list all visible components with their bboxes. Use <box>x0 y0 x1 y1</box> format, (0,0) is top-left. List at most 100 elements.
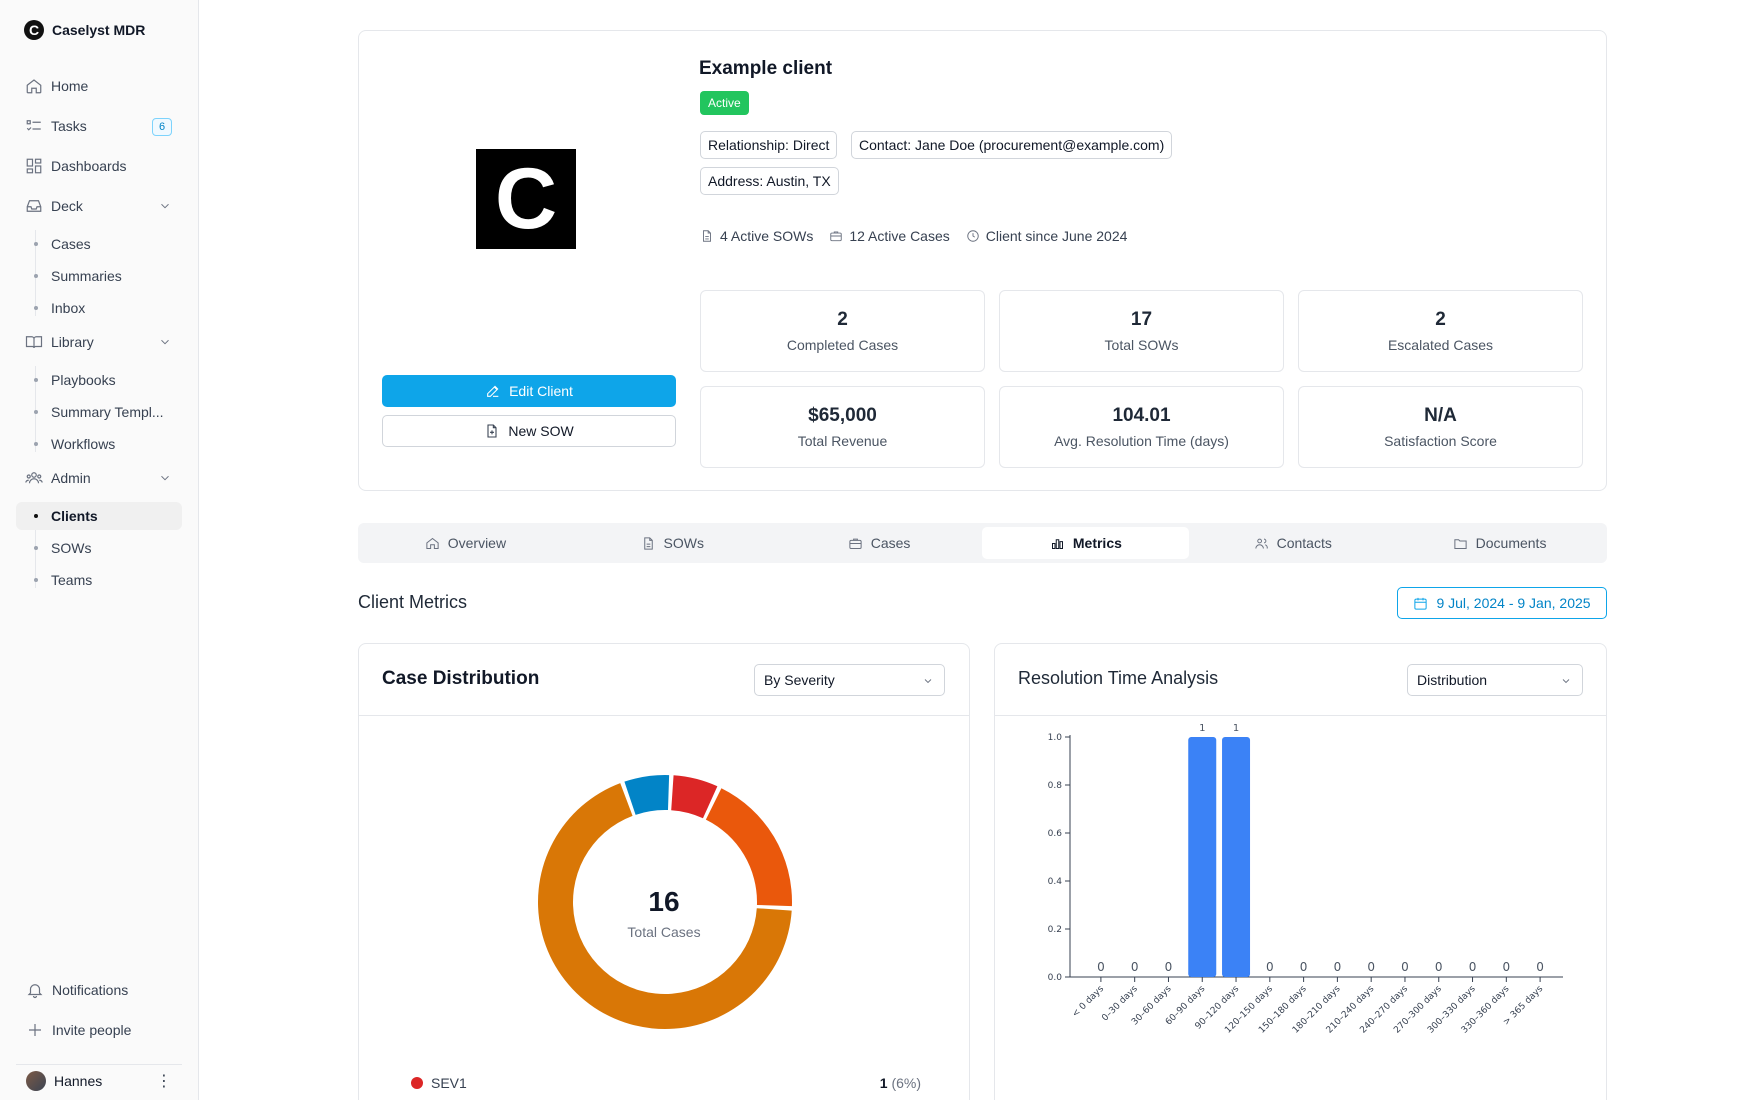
sidebar-item-library[interactable]: Library <box>16 326 182 358</box>
sidebar-item-label: Deck <box>51 198 83 214</box>
sidebar-item-cases[interactable]: Cases <box>16 230 182 258</box>
sidebar-item-label: Invite people <box>52 1022 132 1038</box>
file-icon <box>703 230 711 242</box>
distribution-by-select[interactable]: By Severity <box>754 664 945 696</box>
status-badge: Active <box>700 91 749 115</box>
sidebar-item-home[interactable]: Home <box>16 70 182 102</box>
sidebar-item-teams[interactable]: Teams <box>16 566 182 594</box>
chevron-down-icon[interactable] <box>158 335 172 349</box>
stat-label: Completed Cases <box>786 337 899 353</box>
stat-value: 2 <box>837 309 848 330</box>
sidebar-item-label: Home <box>51 78 89 94</box>
stat-label: Satisfaction Score <box>1384 433 1497 449</box>
stat-card-satisfaction: N/A Satisfaction Score <box>1298 386 1583 468</box>
stat-value: N/A <box>1424 405 1457 426</box>
home-icon <box>26 79 42 94</box>
more-vertical-icon[interactable]: ⋮ <box>156 1073 172 1090</box>
bar-value-label: 0 <box>1131 960 1139 974</box>
sidebar-item-label: Tasks <box>51 118 87 134</box>
book-icon <box>25 336 43 349</box>
file-icon <box>643 536 653 550</box>
users-icon <box>25 472 43 484</box>
client-meta: 4 Active SOWs 12 Active Cases Client sin… <box>700 228 1127 244</box>
briefcase-icon <box>849 538 862 549</box>
bar[interactable] <box>1188 737 1217 977</box>
sidebar-item-summary-templates[interactable]: Summary Templ... <box>16 398 182 426</box>
chevron-down-icon[interactable] <box>158 199 172 213</box>
tab-label: Overview <box>447 535 507 551</box>
stat-label: Total SOWs <box>1104 337 1179 353</box>
sidebar-item-label: Admin <box>51 470 91 486</box>
bar-chart-icon <box>1051 538 1063 549</box>
edit-client-button[interactable]: Edit Client <box>382 375 676 407</box>
panel-header: Case Distribution By Severity <box>359 644 969 716</box>
y-tick-label: 0.8 <box>1048 781 1063 791</box>
bar-value-label: 1 <box>1199 723 1205 734</box>
new-sow-label: New SOW <box>508 423 574 439</box>
bar-value-label: 1 <box>1233 723 1239 734</box>
donut-center-label: Total Cases <box>627 924 701 940</box>
user-menu[interactable]: Hannes ⋮ <box>16 1064 182 1096</box>
y-tick-label: 0.0 <box>1048 973 1063 983</box>
edit-icon <box>487 385 499 397</box>
sidebar-item-deck[interactable]: Deck <box>16 190 182 222</box>
bar[interactable] <box>1222 737 1251 977</box>
tab-contacts[interactable]: Contacts <box>1189 527 1396 559</box>
sidebar-item-playbooks[interactable]: Playbooks <box>16 366 182 394</box>
brand[interactable]: C Caselyst MDR <box>24 20 145 40</box>
bar-value-label: 0 <box>1367 960 1375 974</box>
tab-documents[interactable]: Documents <box>1396 527 1603 559</box>
briefcase-icon <box>830 231 843 242</box>
inbox-tray-icon <box>26 200 42 212</box>
y-tick-label: 1.0 <box>1048 733 1063 743</box>
donut-slice[interactable] <box>624 775 670 815</box>
stat-value: 17 <box>1130 309 1153 330</box>
sidebar-item-invite[interactable]: Invite people <box>16 1014 182 1046</box>
donut-slice[interactable] <box>705 788 792 907</box>
sidebar-item-summaries[interactable]: Summaries <box>16 262 182 290</box>
client-header-card <box>358 30 1607 491</box>
new-sow-button[interactable]: New SOW <box>382 415 676 447</box>
brand-name: Caselyst MDR <box>52 22 146 38</box>
sidebar-item-admin[interactable]: Admin <box>16 462 182 494</box>
donut-slice[interactable] <box>671 775 718 819</box>
y-tick-label: 0.6 <box>1048 829 1063 839</box>
y-tick-label: 0.2 <box>1048 925 1062 935</box>
date-range-picker[interactable]: 9 Jul, 2024 - 9 Jan, 2025 <box>1397 587 1607 619</box>
tab-sows[interactable]: SOWs <box>569 527 776 559</box>
clock-icon <box>967 230 979 242</box>
brand-logo-icon: C <box>24 20 44 40</box>
sidebar-item-sows[interactable]: SOWs <box>16 534 182 562</box>
avatar <box>26 1070 46 1091</box>
stat-card-avg-resolution: 104.01 Avg. Resolution Time (days) <box>999 386 1284 468</box>
sidebar-item-notifications[interactable]: Notifications <box>16 974 182 1006</box>
sidebar: C Caselyst MDR Home Tasks 6 Dashboards D… <box>0 0 199 1100</box>
tab-cases[interactable]: Cases <box>776 527 983 559</box>
chevron-down-icon[interactable] <box>158 471 172 485</box>
stat-label: Avg. Resolution Time (days) <box>1054 433 1229 449</box>
stat-card-total-revenue: $65,000 Total Revenue <box>700 386 985 468</box>
bar-value-label: 0 <box>1266 960 1274 974</box>
sidebar-item-tasks[interactable]: Tasks 6 <box>16 110 182 142</box>
tab-overview[interactable]: Overview <box>362 527 569 559</box>
client-since-text: Client since June 2024 <box>985 228 1128 244</box>
client-since-meta: Client since June 2024 <box>966 228 1128 244</box>
legend-count: 1 <box>879 1075 888 1091</box>
tab-metrics[interactable]: Metrics <box>982 527 1190 559</box>
sidebar-item-dashboards[interactable]: Dashboards <box>16 150 182 182</box>
x-tick-label: < 0 days <box>1070 984 1106 1020</box>
admin-submenu: Clients SOWs Teams <box>16 502 182 594</box>
home-icon <box>426 537 439 549</box>
sidebar-item-workflows[interactable]: Workflows <box>16 430 182 458</box>
panel-title: Case Distribution <box>382 668 540 689</box>
sidebar-item-inbox[interactable]: Inbox <box>16 294 182 322</box>
tasks-icon <box>26 120 41 131</box>
resolution-view-select[interactable]: Distribution <box>1407 664 1583 696</box>
panel-title: Resolution Time Analysis <box>1018 668 1219 688</box>
legend-dot <box>411 1077 423 1089</box>
users-icon <box>1254 538 1268 549</box>
date-range-text: 9 Jul, 2024 - 9 Jan, 2025 <box>1436 595 1591 611</box>
tab-label: Metrics <box>1072 535 1122 551</box>
deck-submenu: Cases Summaries Inbox <box>16 230 182 322</box>
sidebar-item-clients[interactable]: Clients <box>16 502 182 530</box>
